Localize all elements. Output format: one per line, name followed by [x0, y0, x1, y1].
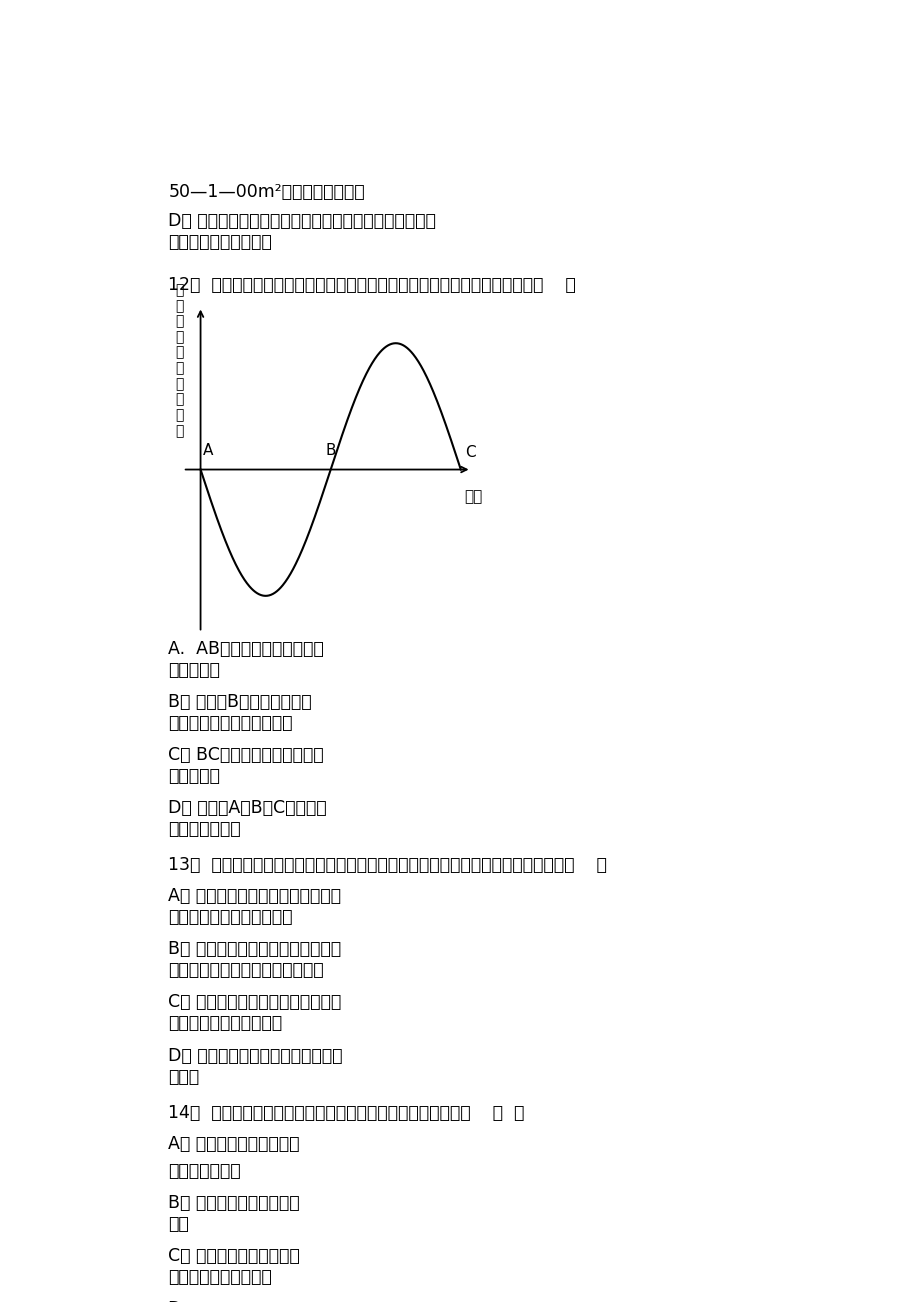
Text: 13、  生物体的结构总是与其功能相适应的。下列叙述不能体现这一生物学观点的是（    ）: 13、 生物体的结构总是与其功能相适应的。下列叙述不能体现这一生物学观点的是（ … [168, 855, 607, 874]
Text: D． 心房与心室之间，心室与动脉之间都有瓣膜，为血液: D． 心房与心室之间，心室与动脉之间都有瓣膜，为血液 [168, 212, 436, 230]
Text: 速度慢，适于进行物质交换: 速度慢，适于进行物质交换 [168, 909, 292, 926]
Text: 不能通过细胞膜: 不能通过细胞膜 [168, 1161, 241, 1180]
Text: 瞬间，也是呼气开始的瞬间: 瞬间，也是呼气开始的瞬间 [168, 713, 292, 732]
Text: A． 细胞不需要的物质一定: A． 细胞不需要的物质一定 [168, 1135, 300, 1152]
Text: 压均等于大气压: 压均等于大气压 [168, 820, 241, 838]
Text: 肠消化: 肠消化 [168, 1068, 199, 1086]
Text: 在血管里流动提供动力: 在血管里流动提供动力 [168, 233, 272, 251]
Text: 于收缩状态: 于收缩状态 [168, 660, 221, 678]
Text: B． 肾小球和肾小囊内壁都只由一层: B． 肾小球和肾小囊内壁都只由一层 [168, 940, 341, 958]
Text: C． BC段表示胸廃前后径和左: C． BC段表示胸廃前后径和左 [168, 746, 323, 764]
Text: B． 坐标中B点是吸气结束的: B． 坐标中B点是吸气结束的 [168, 693, 312, 711]
Text: 50—1—00m²，有利于气体交据: 50—1—00m²，有利于气体交据 [168, 184, 365, 202]
Text: D. 水果中的水分不断散失，: D. 水果中的水分不断散失， [168, 1301, 307, 1302]
Text: A． 毛细血管管壁薄、管腔细、血流: A． 毛细血管管壁薄、管腔细、血流 [168, 887, 341, 905]
Text: C． 细胞生命活动所需要的: C． 细胞生命活动所需要的 [168, 1247, 300, 1266]
Text: A: A [202, 443, 213, 457]
Text: 能量是由叶绻体转换的: 能量是由叶绻体转换的 [168, 1268, 272, 1286]
Text: B: B [325, 443, 335, 457]
Text: 肺
内
气
压
与
外
界
气
压
差: 肺 内 气 压 与 外 界 气 压 差 [175, 283, 183, 437]
Text: 血管，适于进行气体交据: 血管，适于进行气体交据 [168, 1014, 282, 1032]
Text: 14、  下列关于细胞的生活需要物质和能量的说法中，正确的是    （  ）: 14、 下列关于细胞的生活需要物质和能量的说法中，正确的是 （ ） [168, 1104, 524, 1122]
Text: 时间: 时间 [464, 490, 482, 505]
Text: D． 坐标中A、B、C点肺内气: D． 坐标中A、B、C点肺内气 [168, 799, 327, 816]
Text: 右径均增大: 右径均增大 [168, 767, 221, 785]
Text: D． 小肠内有多种消化液，有助于小: D． 小肠内有多种消化液，有助于小 [168, 1047, 343, 1065]
Text: A.  AB段表示膏肌和肸间肌处: A. AB段表示膏肌和肸间肌处 [168, 639, 323, 658]
Text: 机物: 机物 [168, 1215, 189, 1233]
Text: C: C [465, 444, 475, 460]
Text: C． 肺泡数目多、壁薄，外面有毛细: C． 肺泡数目多、壁薄，外面有毛细 [168, 993, 341, 1012]
Text: B． 构成细胞的物质都是有: B． 构成细胞的物质都是有 [168, 1194, 300, 1212]
Text: 12、  如图是某人在一次平静呼吸中肺内气压的变化曲线，以下说法错误的是（    ）: 12、 如图是某人在一次平静呼吸中肺内气压的变化曲线，以下说法错误的是（ ） [168, 276, 575, 293]
Text: 上皮细胞构成，适于进行物质交换: 上皮细胞构成，适于进行物质交换 [168, 961, 323, 979]
